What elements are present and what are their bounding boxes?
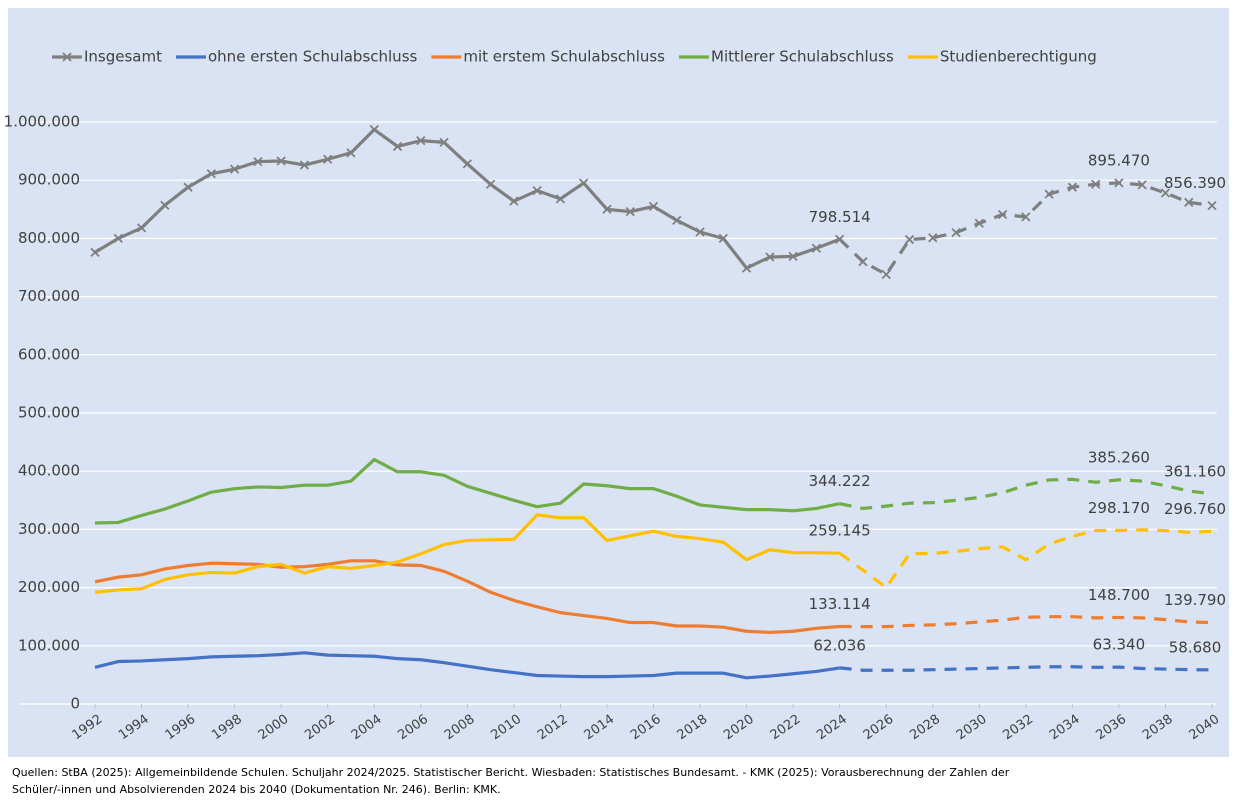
series-line	[94, 651, 840, 680]
marker	[299, 160, 310, 170]
marker	[718, 233, 728, 244]
y-tick-label: 700.000	[18, 287, 80, 305]
marker	[253, 156, 263, 167]
marker	[229, 164, 240, 174]
data-label: 139.790	[1164, 591, 1226, 609]
series-line	[94, 513, 840, 594]
marker	[416, 135, 426, 146]
marker	[485, 179, 496, 189]
y-tick-label: 800.000	[18, 229, 80, 247]
marker	[462, 159, 472, 169]
data-label: 856.390	[1164, 174, 1226, 192]
data-label: 361.160	[1164, 462, 1226, 480]
y-tick-label: 100.000	[18, 636, 80, 654]
y-tick-label: 0	[70, 695, 80, 713]
legend-label: ohne ersten Schulabschluss	[208, 48, 418, 66]
marker	[323, 154, 333, 164]
marker	[695, 227, 705, 237]
marker	[113, 233, 123, 244]
marker	[1184, 197, 1194, 207]
marker	[392, 141, 403, 152]
legend-label: Studienberechtigung	[940, 48, 1097, 66]
data-label: 133.114	[809, 595, 871, 613]
marker	[928, 233, 938, 243]
marker	[858, 257, 868, 267]
source-line: Schüler/-innen und Absolvierenden 2024 b…	[12, 783, 501, 796]
marker	[136, 223, 147, 233]
y-tick-label: 900.000	[18, 171, 80, 189]
source-line: Quellen: StBA (2025): Allgemeinbildende …	[12, 766, 1010, 779]
data-label: 296.760	[1164, 500, 1226, 518]
marker	[439, 137, 449, 148]
marker	[1021, 212, 1031, 222]
marker	[509, 196, 519, 206]
chart-background	[8, 8, 1229, 757]
marker	[811, 243, 822, 253]
data-label: 63.340	[1093, 636, 1146, 654]
marker	[1114, 178, 1124, 188]
marker	[974, 218, 984, 228]
legend-label: mit erstem Schulabschluss	[463, 48, 665, 66]
marker	[951, 227, 961, 238]
marker	[369, 124, 379, 135]
data-label: 798.514	[809, 208, 871, 226]
marker	[183, 182, 193, 192]
marker	[1091, 179, 1101, 189]
marker	[90, 247, 100, 258]
legend-label: Mittlerer Schulabschluss	[711, 48, 894, 66]
marker	[997, 209, 1008, 220]
marker	[160, 200, 170, 210]
series-line	[94, 559, 840, 635]
marker	[672, 215, 682, 225]
marker	[206, 169, 216, 179]
marker	[1160, 188, 1171, 198]
marker	[648, 201, 659, 212]
projection-line	[838, 528, 1213, 590]
marker	[625, 206, 635, 217]
y-tick-label: 1.000.000	[4, 113, 80, 131]
data-label: 895.470	[1088, 151, 1150, 169]
marker	[1137, 180, 1147, 190]
marker	[532, 186, 542, 196]
data-label: 259.145	[809, 522, 871, 540]
marker	[1044, 189, 1054, 199]
data-label: 62.036	[813, 636, 866, 654]
marker	[579, 178, 589, 188]
y-tick-label: 300.000	[18, 520, 80, 538]
marker	[765, 252, 775, 262]
data-label: 148.700	[1088, 586, 1150, 604]
y-tick-label: 600.000	[18, 345, 80, 363]
data-label: 385.260	[1088, 448, 1150, 466]
marker	[1067, 182, 1078, 192]
y-tick-label: 200.000	[18, 578, 80, 596]
marker	[346, 148, 356, 158]
marker	[555, 194, 566, 204]
marker	[835, 234, 845, 244]
data-label: 298.170	[1088, 499, 1150, 517]
marker	[1207, 200, 1217, 211]
marker	[741, 263, 752, 273]
legend-marker	[62, 52, 72, 62]
data-label: 344.222	[809, 472, 871, 490]
marker	[904, 234, 915, 245]
data-label: 58.680	[1169, 638, 1222, 656]
marker	[881, 269, 891, 280]
marker	[602, 204, 612, 214]
legend-label: Insgesamt	[84, 48, 162, 66]
y-tick-label: 400.000	[18, 462, 80, 480]
marker	[788, 251, 798, 262]
marker	[276, 156, 286, 166]
series-line	[94, 457, 840, 525]
y-tick-label: 500.000	[18, 404, 80, 422]
